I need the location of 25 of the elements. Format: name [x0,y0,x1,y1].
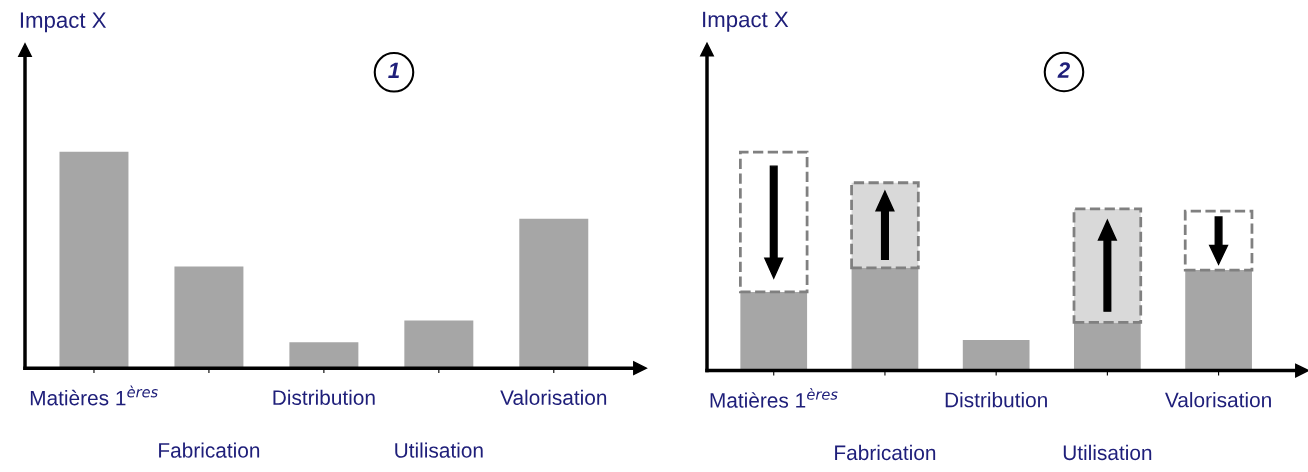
x-tick-label: Distribution [945,392,1047,408]
bar [1185,270,1252,371]
x-tick-label: Utilisation [1063,444,1152,461]
x-tick-label: Utilisation [395,442,483,458]
x-tick-label: Distribution [273,389,375,405]
bar [59,151,129,369]
y-axis-title: Impact X [20,12,107,33]
bar [851,267,919,371]
bar [174,266,244,369]
chart-title: 1 [388,62,399,79]
bar [1074,322,1141,371]
x-tick-label: Fabrication [159,442,260,458]
x-tick-label: Valorisation [500,389,607,405]
bar [962,339,1030,371]
bar [519,218,589,369]
bar [740,291,808,371]
bar [404,320,474,369]
x-tick-label: Fabrication [835,444,936,461]
y-axis-title: Impact X [703,11,789,32]
x-tick-label: Valorisation [1165,392,1271,408]
chart-title: 2 [1057,62,1070,78]
bar [850,181,920,270]
bar [289,342,359,369]
x-tick-label: Matières 1$^{ères}$ [710,387,838,408]
x-tick-label: Matières 1$^{ères}$ [30,385,158,406]
